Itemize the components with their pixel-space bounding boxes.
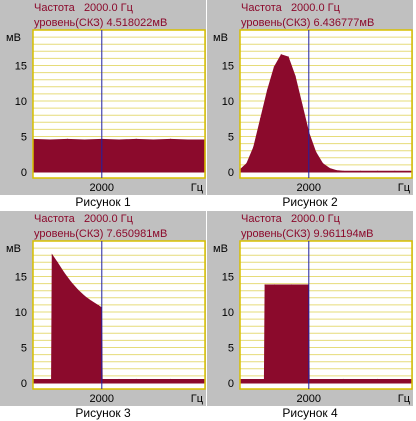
y-tick-label: 10 bbox=[222, 307, 234, 319]
data-point bbox=[84, 295, 86, 297]
y-tick-label: 5 bbox=[21, 343, 27, 355]
y-tick-label: 0 bbox=[228, 378, 234, 390]
y-axis-unit: мВ bbox=[213, 32, 228, 44]
data-point bbox=[135, 378, 137, 381]
data-point bbox=[273, 284, 275, 286]
frequency-readout: Частота 2000.0 Гц bbox=[241, 213, 341, 225]
data-point bbox=[377, 378, 379, 381]
x-axis-unit: Гц bbox=[191, 393, 204, 405]
plot-frame bbox=[239, 240, 413, 390]
data-point bbox=[118, 378, 120, 381]
level-readout: уровень(СКЗ) 4.518022мВ bbox=[34, 17, 167, 29]
data-point bbox=[260, 118, 262, 120]
figure-caption: Рисунок 2 bbox=[282, 195, 338, 209]
chart-svg: Частота 2000.0 Гц уровень(СКЗ) 9.961194мВ… bbox=[207, 211, 413, 406]
data-point bbox=[264, 284, 266, 286]
data-point bbox=[97, 305, 99, 307]
data-point bbox=[187, 139, 189, 141]
plot-frame bbox=[239, 29, 413, 179]
y-axis-unit: мВ bbox=[6, 243, 21, 255]
data-point bbox=[253, 146, 255, 148]
y-tick-label: 5 bbox=[21, 132, 27, 144]
data-point bbox=[50, 378, 53, 381]
x-tick-label: 2000 bbox=[297, 182, 321, 194]
y-tick-label: 0 bbox=[228, 167, 234, 179]
data-point bbox=[246, 162, 248, 165]
data-point bbox=[152, 139, 154, 141]
level-readout: уровень(СКЗ) 6.436777мВ bbox=[241, 17, 374, 29]
data-point bbox=[51, 254, 53, 256]
chart-svg: Частота 2000.0 Гц уровень(СКЗ) 7.650981мВ… bbox=[0, 211, 206, 406]
y-tick-label: 10 bbox=[15, 96, 27, 108]
x-axis-unit: Гц bbox=[398, 393, 411, 405]
y-tick-label: 5 bbox=[228, 343, 234, 355]
data-point bbox=[70, 281, 72, 283]
spectrum-area bbox=[32, 138, 206, 173]
frequency-readout: Частота 2000.0 Гц bbox=[34, 2, 134, 14]
y-tick-label: 10 bbox=[222, 96, 234, 108]
data-point bbox=[342, 378, 344, 381]
y-tick-label: 15 bbox=[15, 61, 27, 73]
plot-frame bbox=[32, 29, 206, 179]
data-point bbox=[66, 138, 68, 140]
x-axis-unit: Гц bbox=[398, 182, 411, 194]
chart-panel: Частота 2000.0 Гц уровень(СКЗ) 7.650981мВ… bbox=[0, 211, 206, 406]
data-point bbox=[335, 169, 337, 172]
y-tick-label: 15 bbox=[15, 272, 27, 284]
x-tick-label: 2000 bbox=[90, 182, 114, 194]
data-point bbox=[321, 162, 324, 165]
y-tick-label: 0 bbox=[21, 167, 27, 179]
x-tick-label: 2000 bbox=[90, 393, 114, 405]
y-tick-label: 15 bbox=[222, 61, 234, 73]
chart-panel: Частота 2000.0 Гц уровень(СКЗ) 9.961194мВ… bbox=[207, 211, 413, 406]
data-point bbox=[266, 89, 269, 91]
data-point bbox=[118, 139, 120, 141]
y-tick-label: 15 bbox=[222, 272, 234, 284]
data-point bbox=[301, 103, 303, 106]
y-axis-unit: мВ bbox=[213, 243, 228, 255]
data-point bbox=[328, 167, 331, 170]
level-readout: уровень(СКЗ) 9.961194мВ bbox=[241, 228, 373, 240]
data-point bbox=[84, 139, 86, 141]
chart-panel: Частота 2000.0 Гц уровень(СКЗ) 6.436777мВ… bbox=[207, 0, 413, 195]
chart-svg: Частота 2000.0 Гц уровень(СКЗ) 4.518022мВ… bbox=[0, 0, 206, 195]
y-tick-label: 5 bbox=[228, 132, 234, 144]
data-point bbox=[63, 272, 65, 274]
figure-caption: Рисунок 4 bbox=[282, 406, 338, 420]
chart-cell: Частота 2000.0 Гц уровень(СКЗ) 9.961194мВ… bbox=[207, 211, 413, 421]
data-point bbox=[90, 300, 93, 302]
data-point bbox=[56, 261, 58, 263]
level-readout: уровень(СКЗ) 7.650981мВ bbox=[34, 228, 167, 240]
data-point bbox=[294, 75, 296, 77]
plot-frame bbox=[32, 240, 206, 390]
figure-caption: Рисунок 1 bbox=[75, 195, 131, 209]
frequency-readout: Частота 2000.0 Гц bbox=[241, 2, 341, 14]
data-point bbox=[280, 54, 282, 56]
data-point bbox=[315, 151, 317, 153]
figure-caption: Рисунок 3 bbox=[75, 406, 131, 420]
y-tick-label: 0 bbox=[21, 378, 27, 390]
data-point bbox=[77, 289, 79, 291]
chart-cell: Частота 2000.0 Гц уровень(СКЗ) 4.518022мВ… bbox=[0, 0, 206, 210]
y-tick-label: 10 bbox=[15, 307, 27, 319]
data-point bbox=[170, 138, 172, 140]
data-point bbox=[49, 139, 51, 141]
data-point bbox=[287, 56, 289, 58]
x-axis-unit: Гц bbox=[191, 182, 204, 194]
y-axis-unit: мВ bbox=[6, 32, 21, 44]
chart-panel: Частота 2000.0 Гц уровень(СКЗ) 4.518022мВ… bbox=[0, 0, 206, 195]
data-point bbox=[135, 138, 137, 140]
data-point bbox=[170, 378, 172, 381]
data-point bbox=[291, 284, 293, 286]
chart-svg: Частота 2000.0 Гц уровень(СКЗ) 6.436777мВ… bbox=[207, 0, 413, 195]
x-tick-label: 2000 bbox=[297, 393, 321, 405]
chart-cell: Частота 2000.0 Гц уровень(СКЗ) 7.650981мВ… bbox=[0, 211, 206, 421]
data-point bbox=[263, 378, 266, 381]
chart-cell: Частота 2000.0 Гц уровень(СКЗ) 6.436777мВ… bbox=[207, 0, 413, 210]
data-point bbox=[273, 66, 275, 68]
frequency-readout: Частота 2000.0 Гц bbox=[34, 213, 134, 225]
